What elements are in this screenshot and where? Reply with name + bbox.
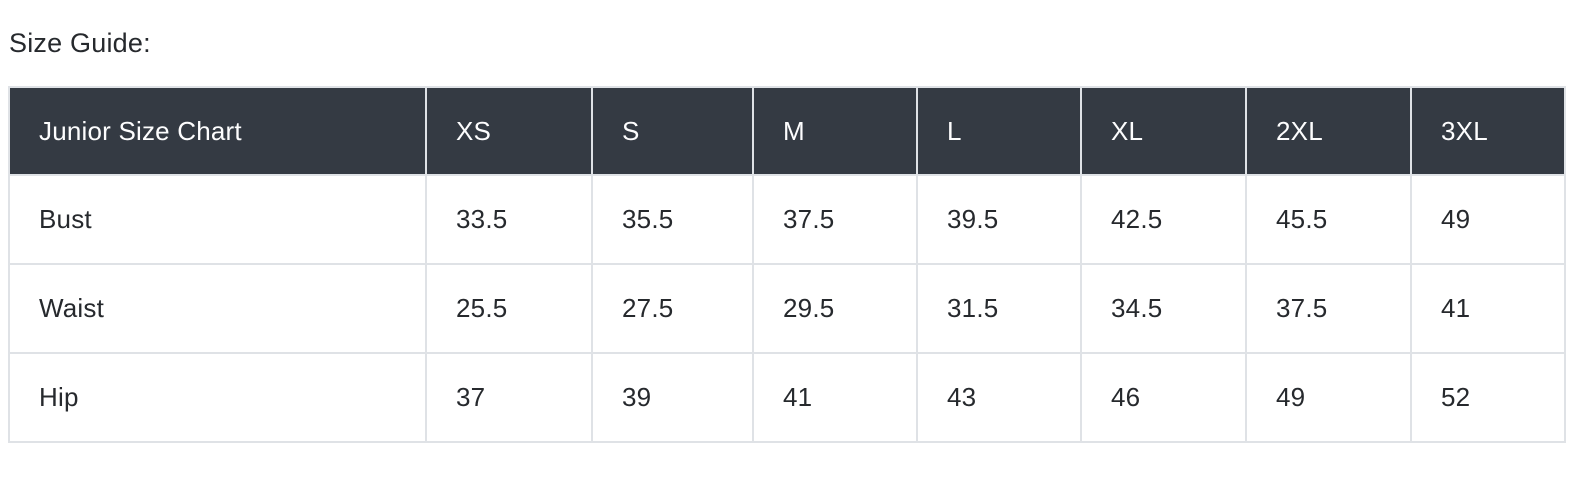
junior-size-chart-table: Junior Size Chart XS S M L XL 2XL 3XL Bu… [8, 86, 1566, 443]
table-cell: 43 [916, 352, 1082, 443]
table-cell: 52 [1410, 352, 1566, 443]
table-cell: 39 [591, 352, 754, 443]
column-header-xl: XL [1080, 86, 1247, 176]
table-row-hip: Hip 37 39 41 43 46 49 52 [8, 352, 1566, 443]
table-cell: 45.5 [1245, 174, 1412, 265]
table-cell: 49 [1410, 174, 1566, 265]
row-label-bust: Bust [8, 174, 427, 265]
table-cell: 41 [1410, 263, 1566, 354]
size-guide-heading: Size Guide: [9, 28, 151, 58]
table-cell: 39.5 [916, 174, 1082, 265]
column-header-l: L [916, 86, 1082, 176]
column-header-chart-title: Junior Size Chart [8, 86, 427, 176]
column-header-s: S [591, 86, 754, 176]
column-header-2xl: 2XL [1245, 86, 1412, 176]
column-header-xs: XS [425, 86, 593, 176]
table-cell: 25.5 [425, 263, 593, 354]
row-label-hip: Hip [8, 352, 427, 443]
table-cell: 33.5 [425, 174, 593, 265]
table-cell: 46 [1080, 352, 1247, 443]
table-cell: 29.5 [752, 263, 918, 354]
table-cell: 37.5 [752, 174, 918, 265]
table-header-row: Junior Size Chart XS S M L XL 2XL 3XL [8, 86, 1566, 176]
table-cell: 35.5 [591, 174, 754, 265]
column-header-m: M [752, 86, 918, 176]
table-cell: 37 [425, 352, 593, 443]
row-label-waist: Waist [8, 263, 427, 354]
table-cell: 34.5 [1080, 263, 1247, 354]
table-cell: 42.5 [1080, 174, 1247, 265]
table-cell: 31.5 [916, 263, 1082, 354]
table-cell: 27.5 [591, 263, 754, 354]
table-row-bust: Bust 33.5 35.5 37.5 39.5 42.5 45.5 49 [8, 174, 1566, 265]
table-row-waist: Waist 25.5 27.5 29.5 31.5 34.5 37.5 41 [8, 263, 1566, 354]
size-guide-section: Size Guide: Junior Size Chart XS S M L X… [8, 28, 1566, 443]
column-header-3xl: 3XL [1410, 86, 1566, 176]
table-cell: 41 [752, 352, 918, 443]
table-cell: 49 [1245, 352, 1412, 443]
table-cell: 37.5 [1245, 263, 1412, 354]
